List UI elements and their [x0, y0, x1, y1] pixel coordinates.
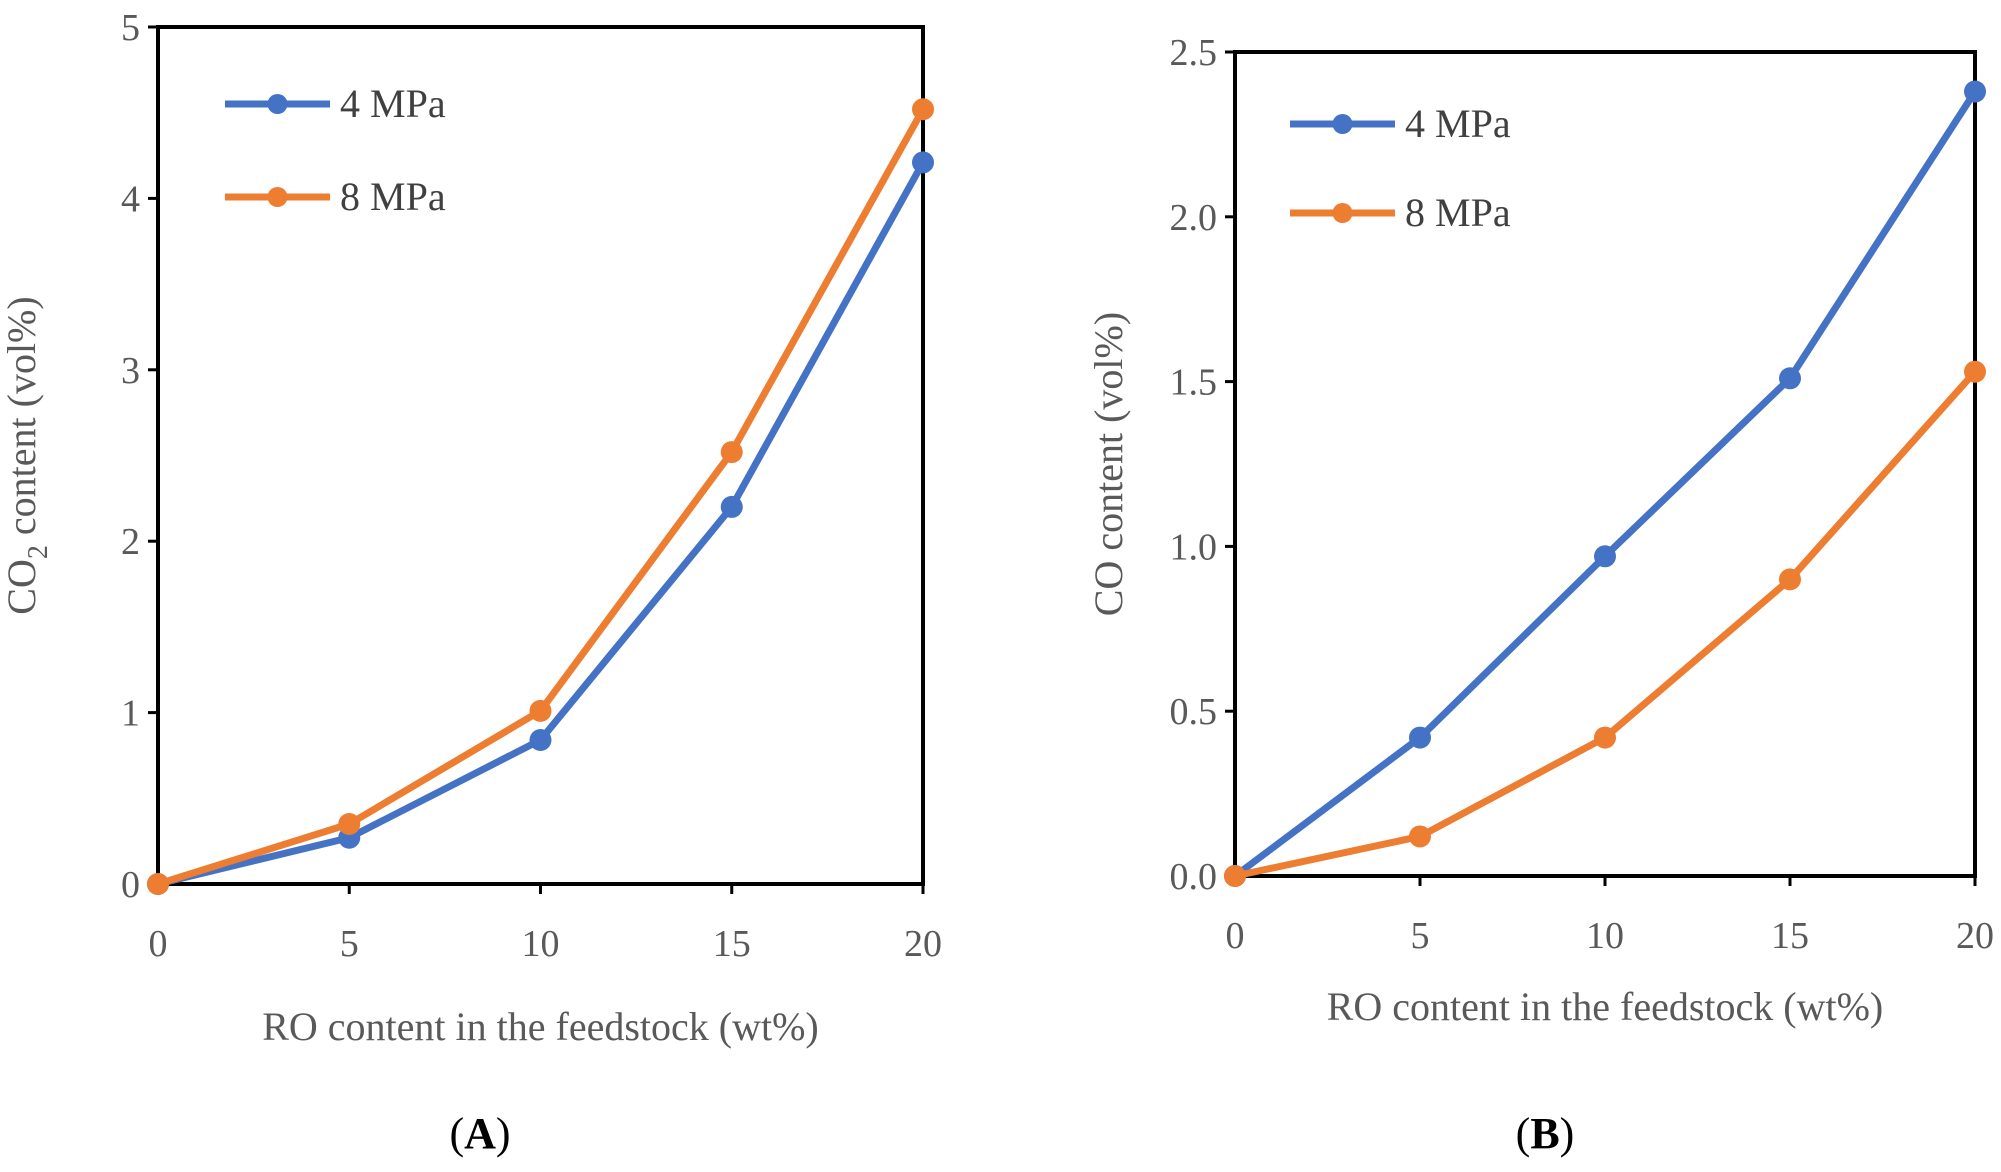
y-tick-label: 4 [121, 178, 140, 220]
x-tick-label: 10 [1586, 915, 1624, 957]
y-tick-label: 1.5 [1170, 362, 1218, 404]
x-tick-label: 20 [1956, 915, 1994, 957]
x-tick-label: 5 [1411, 915, 1430, 957]
legend-label: 4 MPa [340, 81, 446, 126]
x-tick-label: 20 [904, 923, 942, 965]
data-point [720, 495, 743, 518]
x-tick-label: 0 [149, 923, 168, 965]
x-tick-label: 10 [522, 923, 560, 965]
data-point [912, 151, 934, 174]
legend-marker [1332, 114, 1353, 134]
data-point [1779, 367, 1801, 390]
y-axis-label: CO content (vol%) [1086, 312, 1131, 616]
y-tick-label: 1 [121, 693, 140, 735]
data-point [529, 729, 552, 752]
series-line [156, 107, 927, 888]
data-point [1964, 360, 1986, 383]
panel-label: (A) [449, 1109, 510, 1158]
y-tick-label: 3 [121, 350, 140, 392]
chart-a: 0 1 2 3 4 5 0 5 10 15 20 RO content in the feedstoc… [0, 7, 942, 1158]
plot-area-frame [1233, 50, 1977, 878]
data-point [1224, 865, 1246, 887]
data-point [1594, 726, 1616, 749]
y-tick-label: 0.0 [1170, 856, 1218, 898]
y-tick-label: 2.0 [1170, 197, 1218, 239]
plot-area-frame [156, 25, 925, 886]
y-tick-label: 0.5 [1170, 691, 1218, 733]
series-line [1234, 369, 1978, 880]
legend-marker [1332, 203, 1353, 223]
data-point [338, 813, 361, 836]
y-tick-label: 5 [121, 7, 140, 49]
data-point [1409, 825, 1431, 848]
legend-marker [267, 94, 288, 114]
y-axis-label: CO2 content (vol%) [0, 296, 54, 614]
data-point [912, 98, 934, 121]
legend-label: 8 MPa [1405, 190, 1511, 235]
x-tick-label: 5 [340, 923, 359, 965]
y-tick-label: 2 [121, 521, 140, 563]
data-point [1409, 726, 1431, 749]
y-tick-label: 0 [121, 864, 140, 906]
data-point [1594, 545, 1616, 568]
x-axis-label: RO content in the feedstock (wt%) [262, 1004, 819, 1049]
x-tick-label: 0 [1226, 915, 1245, 957]
data-point [529, 699, 552, 722]
y-tick-label: 2.5 [1170, 32, 1218, 74]
x-tick-label: 15 [713, 923, 751, 965]
data-point [1779, 568, 1801, 591]
data-point [720, 441, 743, 464]
data-point [147, 873, 169, 895]
series-line [157, 160, 927, 888]
x-tick-label: 15 [1771, 915, 1809, 957]
chart-b: 0.0 0.5 1.0 1.5 2.0 2.5 0 5 10 15 20 RO content in … [1086, 32, 1994, 1158]
legend-label: 4 MPa [1405, 101, 1511, 146]
x-axis-label: RO content in the feedstock (wt%) [1327, 984, 1884, 1029]
data-point [1964, 80, 1986, 103]
legend-label: 8 MPa [340, 174, 446, 219]
y-tick-label: 1.0 [1170, 526, 1218, 568]
legend-marker [267, 187, 288, 207]
panel-label: (B) [1516, 1109, 1575, 1158]
